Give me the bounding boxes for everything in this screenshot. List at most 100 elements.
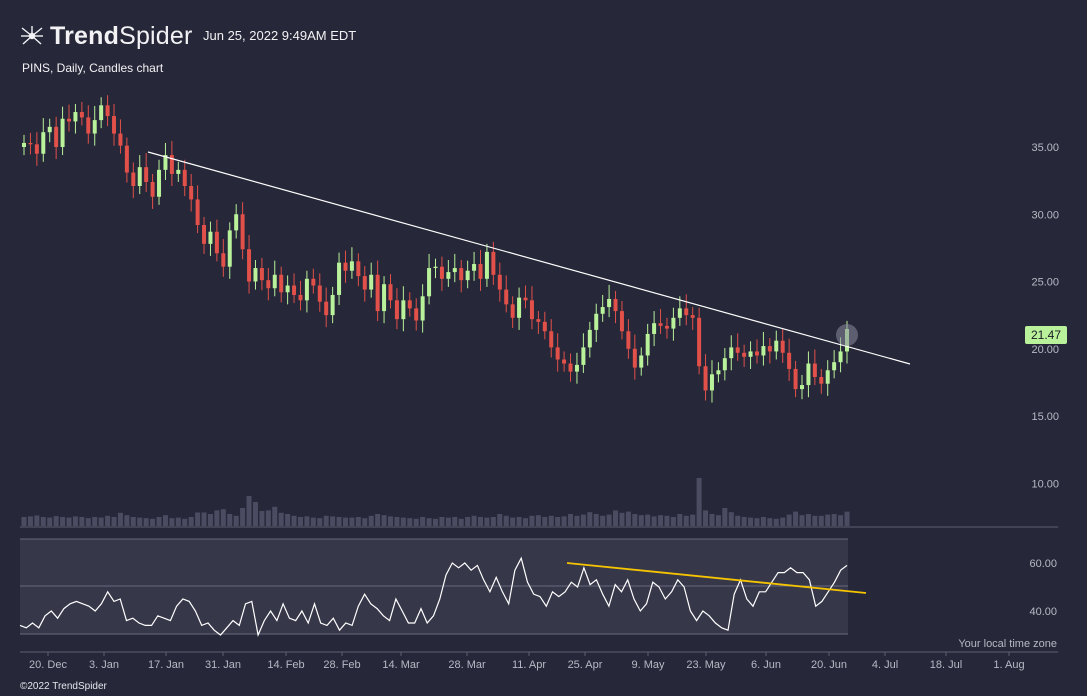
candle-body[interactable] (542, 321, 547, 332)
candle-body[interactable] (562, 359, 567, 364)
candle-body[interactable] (722, 358, 727, 371)
candle-body[interactable] (67, 118, 72, 122)
candle-body[interactable] (28, 142, 33, 145)
candle-body[interactable] (684, 308, 689, 316)
candle-body[interactable] (754, 351, 759, 356)
candle-body[interactable] (79, 112, 84, 118)
candle-body[interactable] (394, 300, 399, 320)
candle-body[interactable] (549, 331, 554, 348)
candle-body[interactable] (433, 266, 438, 269)
candle-body[interactable] (137, 167, 142, 187)
candle-body[interactable] (581, 347, 586, 365)
candle-body[interactable] (369, 274, 374, 290)
candle-body[interactable] (169, 155, 174, 174)
candle-body[interactable] (407, 300, 412, 309)
candle-body[interactable] (266, 280, 271, 289)
candle-body[interactable] (761, 346, 766, 356)
candle-body[interactable] (221, 253, 226, 267)
candle-body[interactable] (452, 268, 457, 273)
candle-body[interactable] (465, 270, 470, 281)
candle-body[interactable] (478, 264, 483, 279)
candle-body[interactable] (259, 268, 264, 281)
candle-body[interactable] (272, 274, 277, 289)
candle-body[interactable] (697, 317, 702, 367)
candle-body[interactable] (459, 268, 464, 281)
candle-body[interactable] (645, 333, 650, 356)
candle-body[interactable] (163, 155, 168, 170)
candle-body[interactable] (587, 329, 592, 348)
candle-body[interactable] (388, 284, 393, 301)
candle-body[interactable] (311, 278, 316, 286)
rsi-trendline[interactable] (566, 562, 867, 594)
candle-body[interactable] (375, 274, 380, 312)
candle-body[interactable] (793, 368, 798, 390)
candle-body[interactable] (658, 323, 663, 326)
candle-body[interactable] (60, 118, 65, 147)
candle-body[interactable] (86, 117, 91, 134)
candle-body[interactable] (112, 116, 117, 134)
candle-body[interactable] (382, 284, 387, 312)
price-trendline[interactable] (147, 151, 911, 365)
candle-body[interactable] (523, 297, 528, 301)
candle-body[interactable] (536, 319, 541, 322)
candle-body[interactable] (812, 363, 817, 377)
candle-body[interactable] (639, 355, 644, 368)
candle-body[interactable] (613, 298, 618, 312)
candle-body[interactable] (709, 374, 714, 391)
candle-body[interactable] (22, 142, 26, 147)
candle-body[interactable] (279, 274, 284, 293)
candle-body[interactable] (195, 199, 200, 226)
candle-body[interactable] (41, 132, 46, 154)
candle-body[interactable] (317, 285, 322, 302)
candle-body[interactable] (787, 352, 792, 369)
candle-body[interactable] (34, 144, 39, 154)
candle-body[interactable] (292, 285, 297, 295)
candle-body[interactable] (285, 285, 290, 293)
candle-body[interactable] (144, 167, 149, 182)
candle-body[interactable] (47, 126, 52, 133)
candle-body[interactable] (234, 214, 239, 231)
candle-body[interactable] (529, 300, 534, 320)
candle-body[interactable] (838, 351, 843, 363)
candle-body[interactable] (446, 272, 451, 279)
candle-body[interactable] (652, 323, 657, 334)
candle-body[interactable] (574, 364, 579, 372)
candle-body[interactable] (214, 231, 219, 254)
candle-body[interactable] (343, 262, 348, 271)
candle-body[interactable] (73, 112, 78, 122)
candle-body[interactable] (182, 169, 187, 187)
candle-body[interactable] (774, 340, 779, 352)
candle-body[interactable] (124, 145, 129, 173)
candle-body[interactable] (767, 346, 772, 352)
candle-body[interactable] (337, 262, 342, 295)
candle-body[interactable] (472, 264, 477, 271)
candle-body[interactable] (780, 340, 785, 353)
candle-body[interactable] (619, 311, 624, 332)
candle-body[interactable] (491, 251, 496, 275)
rsi-line[interactable] (19, 556, 848, 638)
candle-body[interactable] (324, 301, 329, 316)
candle-body[interactable] (131, 172, 136, 187)
candle-body[interactable] (825, 370, 830, 384)
candle-body[interactable] (664, 325, 669, 329)
candle-body[interactable] (690, 315, 695, 318)
candle-body[interactable] (484, 251, 489, 279)
candle-body[interactable] (439, 266, 444, 279)
candle-body[interactable] (748, 351, 753, 357)
last-price-marker[interactable] (836, 324, 858, 346)
candle-body[interactable] (594, 313, 599, 330)
candle-body[interactable] (497, 274, 502, 290)
candle-body[interactable] (414, 308, 419, 321)
candle-body[interactable] (304, 278, 309, 301)
candle-body[interactable] (607, 298, 612, 308)
candle-body[interactable] (504, 289, 509, 305)
candle-body[interactable] (157, 169, 162, 197)
candle-body[interactable] (118, 133, 123, 146)
candle-body[interactable] (176, 169, 181, 174)
candle-body[interactable] (298, 294, 303, 301)
candle-body[interactable] (427, 268, 432, 297)
candle-body[interactable] (54, 126, 59, 147)
candle-body[interactable] (208, 231, 213, 244)
candle-body[interactable] (819, 376, 824, 384)
